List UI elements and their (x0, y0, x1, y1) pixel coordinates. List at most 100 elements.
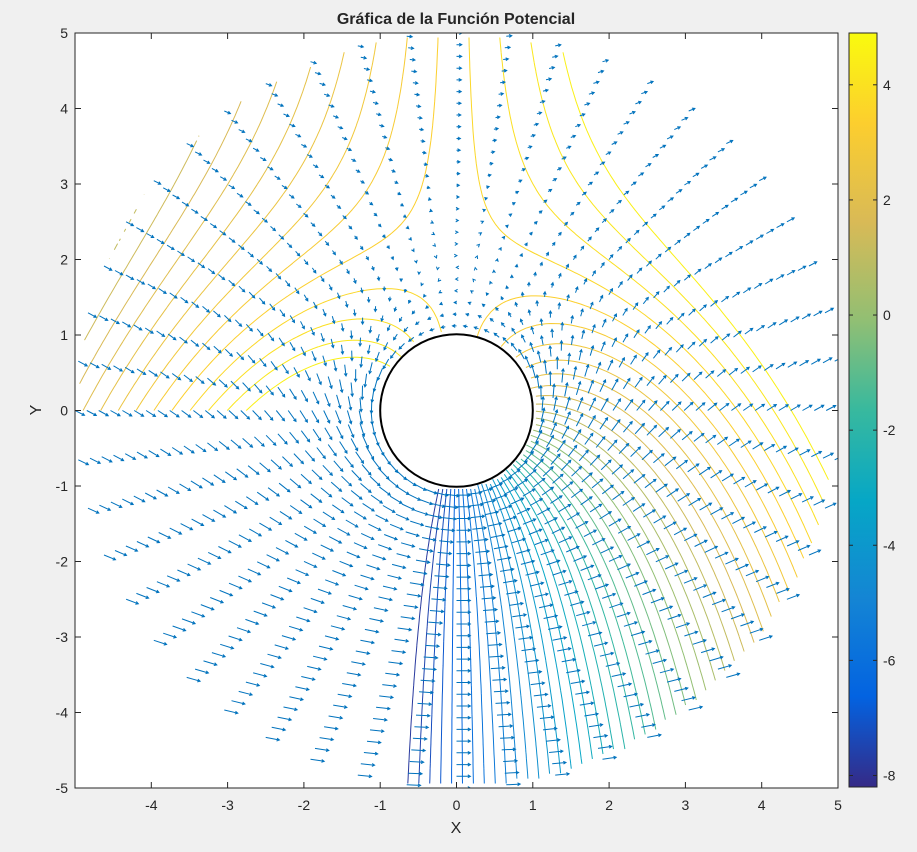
quiver-arrow (740, 190, 748, 196)
quiver-arrow (617, 280, 623, 288)
quiver-arrow (693, 225, 701, 232)
quiver-arrow (431, 503, 446, 508)
quiver-arrow (202, 477, 215, 486)
quiver-arrow (608, 555, 623, 562)
quiver-arrow (653, 349, 661, 359)
quiver-arrow (434, 574, 450, 579)
quiver-arrow (764, 444, 776, 452)
quiver-arrow (591, 478, 604, 489)
quiver-arrow (659, 205, 666, 211)
quiver-arrow (293, 367, 300, 378)
quiver-arrow (683, 401, 694, 411)
quiver-arrow (575, 286, 579, 293)
quiver-arrow (358, 410, 364, 426)
quiver-arrow (360, 574, 375, 581)
quiver-arrow (343, 364, 348, 378)
quiver-arrow (388, 157, 394, 162)
quiver-arrow (683, 274, 692, 281)
quiver-arrow (394, 638, 410, 643)
quiver-arrow (405, 531, 421, 538)
contour-line (451, 488, 456, 784)
quiver-arrow (311, 351, 317, 362)
quiver-arrow (580, 564, 595, 571)
quiver-arrow (698, 338, 708, 347)
quiver-arrow (527, 308, 532, 316)
quiver-arrow (575, 380, 582, 396)
quiver-arrow (652, 658, 668, 664)
quiver-arrow (824, 502, 837, 509)
quiver-arrow (717, 436, 729, 445)
quiver-arrow (411, 748, 427, 753)
quiver-arrow (473, 326, 479, 330)
quiver-arrow (373, 212, 378, 217)
quiver-arrow (787, 361, 798, 368)
quiver-arrow (300, 390, 308, 403)
quiver-arrow (320, 332, 325, 343)
quiver-arrow (437, 551, 453, 556)
quiver-arrow (322, 511, 336, 521)
quiver-arrow (659, 668, 675, 674)
quiver-arrow (382, 135, 388, 139)
quiver-arrow (555, 355, 560, 370)
quiver-arrow (561, 367, 565, 383)
quiver-arrow (340, 323, 345, 332)
quiver-arrow (408, 771, 424, 776)
quiver-arrow (600, 261, 605, 269)
quiver-arrow (489, 280, 493, 285)
quiver-arrow (587, 574, 602, 581)
quiver-arrow (506, 590, 521, 595)
quiver-arrow (454, 242, 459, 246)
quiver-arrow (376, 276, 381, 282)
quiver-arrow (733, 330, 742, 338)
quiver-arrow (295, 686, 310, 691)
quiver-arrow (540, 549, 555, 556)
quiver-arrow (191, 518, 205, 526)
quiver-arrow (328, 284, 333, 291)
quiver-arrow (551, 241, 556, 247)
quiver-arrow (153, 639, 168, 646)
quiver-arrow (535, 299, 540, 307)
quiver-arrow (638, 172, 645, 177)
quiver-arrow (267, 653, 282, 660)
quiver-arrow (512, 613, 528, 618)
quiver-arrow (511, 537, 527, 544)
quiver-arrow (414, 725, 430, 730)
quiver-arrow (347, 396, 353, 411)
quiver-arrow (710, 300, 719, 307)
quiver-arrow (578, 348, 583, 361)
quiver-arrow (542, 726, 558, 731)
quiver-arrow (191, 301, 200, 309)
quiver-arrow (110, 501, 123, 508)
quiver-arrow (346, 672, 362, 677)
quiver-arrow (558, 503, 572, 513)
quiver-arrow (122, 410, 133, 417)
quiver-arrow (622, 469, 635, 480)
quiver-arrow (824, 307, 835, 314)
quiver-arrow (764, 364, 774, 371)
quiver-arrow (252, 672, 268, 678)
quiver-arrow (289, 123, 296, 128)
quiver-arrow (327, 376, 333, 390)
quiver-arrow (301, 676, 316, 681)
quiver-arrow (408, 46, 415, 51)
quiver-arrow (518, 179, 523, 183)
quiver-arrow (278, 482, 291, 493)
quiver-arrow (403, 214, 407, 218)
quiver-arrow (605, 661, 621, 667)
quiver-arrow (489, 161, 494, 166)
quiver-arrow (493, 127, 500, 131)
quiver-arrow (456, 727, 472, 732)
quiver-arrow (391, 650, 407, 654)
quiver-arrow (313, 518, 327, 527)
quiver-arrow (743, 403, 754, 411)
quiver-arrow (730, 613, 745, 620)
quiver-arrow (423, 655, 439, 660)
contour-line (100, 66, 772, 617)
quiver-arrow (550, 281, 555, 288)
quiver-arrow (456, 786, 472, 788)
quiver-arrow (539, 261, 543, 267)
quiver-arrow (587, 631, 603, 637)
quiver-arrow (677, 312, 685, 321)
quiver-arrow (515, 478, 529, 488)
quiver-arrow (351, 661, 366, 666)
